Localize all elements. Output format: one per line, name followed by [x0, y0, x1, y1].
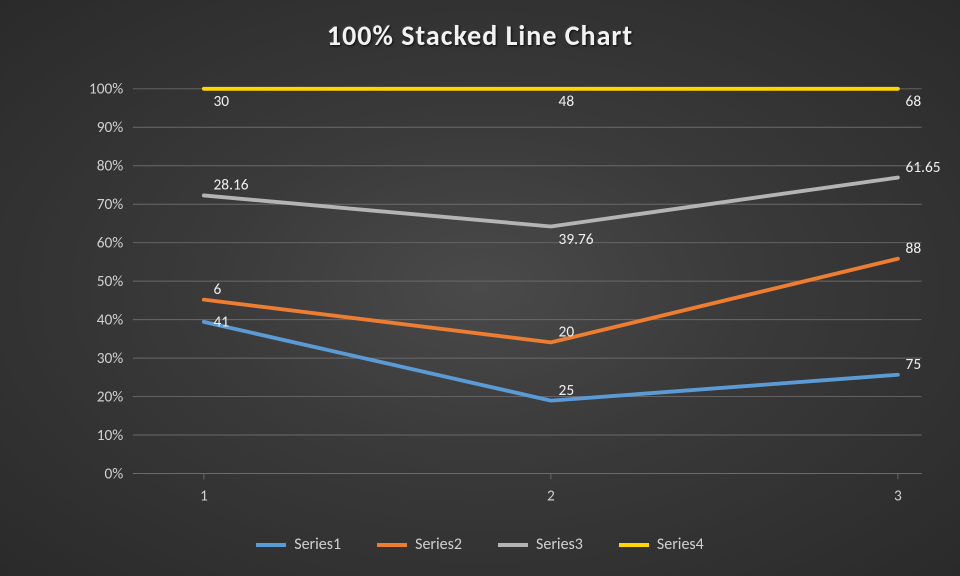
legend-item-series2[interactable]: Series2	[377, 535, 462, 554]
y-axis-label: 100%	[89, 80, 123, 99]
chart-container: 100% Stacked Line Chart 0% 10% 20% 30% 40% 50…	[0, 0, 960, 576]
legend-swatch	[256, 543, 286, 547]
data-label: 88	[906, 239, 922, 258]
y-axis-label: 20%	[97, 387, 124, 406]
data-label: 25	[559, 381, 575, 400]
y-axis-label: 50%	[97, 272, 124, 291]
legend-item-series4[interactable]: Series4	[619, 535, 704, 554]
data-label: 30	[213, 92, 229, 111]
data-label: 75	[906, 355, 922, 374]
data-label: 68	[906, 92, 922, 111]
plot-area: 0% 10% 20% 30% 40% 50% 60% 70% 80% 90% 100% 1 2 3 41 25…	[80, 70, 900, 520]
legend-label: Series1	[294, 535, 341, 554]
legend-label: Series3	[536, 535, 583, 554]
y-axis-label: 70%	[97, 195, 124, 214]
data-label: 28.16	[213, 176, 248, 195]
x-axis-label: 3	[894, 486, 902, 505]
data-label: 39.76	[559, 230, 594, 249]
data-label: 48	[559, 92, 575, 111]
chart-title: 100% Stacked Line Chart	[0, 18, 960, 53]
series-line-series1	[204, 322, 898, 401]
y-axis-label: 0%	[104, 464, 123, 483]
y-axis-label: 80%	[97, 157, 124, 176]
legend-item-series3[interactable]: Series3	[498, 535, 583, 554]
x-axis-label: 1	[200, 486, 208, 505]
data-label: 61.65	[906, 158, 941, 177]
legend: Series1 Series2 Series3 Series4	[0, 533, 960, 555]
data-label: 6	[213, 280, 221, 299]
legend-swatch	[377, 543, 407, 547]
series-line-series2	[204, 259, 898, 343]
y-axis-label: 30%	[97, 349, 124, 368]
data-label: 20	[559, 323, 575, 342]
legend-label: Series4	[657, 535, 704, 554]
plot-svg: 0% 10% 20% 30% 40% 50% 60% 70% 80% 90% 100% 1 2 3 41 25…	[80, 70, 960, 550]
y-axis-label: 10%	[97, 426, 124, 445]
y-axis-label: 60%	[97, 233, 124, 252]
x-axis-label: 2	[547, 486, 555, 505]
legend-swatch	[619, 543, 649, 547]
legend-label: Series2	[415, 535, 462, 554]
data-label: 41	[213, 313, 229, 332]
y-axis-label: 40%	[97, 310, 124, 329]
legend-item-series1[interactable]: Series1	[256, 535, 341, 554]
y-axis-label: 90%	[97, 118, 124, 137]
legend-swatch	[498, 543, 528, 547]
series-line-series3	[204, 178, 898, 227]
